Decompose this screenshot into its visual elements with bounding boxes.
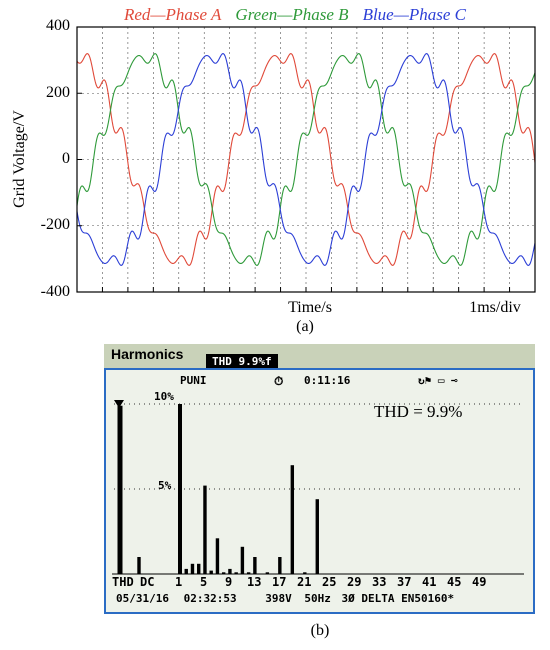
x-tick-label: 29	[347, 575, 362, 589]
x-axis-label: Time/s	[288, 299, 332, 316]
harmonic-bar-7	[215, 538, 220, 574]
y-tick-label: -400	[40, 283, 70, 300]
footer-voltage: 398V	[265, 592, 292, 605]
x-tick-label: 1	[175, 575, 183, 589]
harmonic-bar-8	[221, 572, 226, 574]
x-tick-label: 37	[397, 575, 412, 589]
figure-caption-b: (b)	[310, 622, 330, 639]
x-tick-label: 17	[272, 575, 287, 589]
x-tick-label: 45	[447, 575, 462, 589]
y-tick-label: 5%	[158, 479, 172, 492]
footer-frequency: 50Hz	[304, 592, 331, 605]
harmonic-bar-17	[278, 557, 282, 574]
footer-phase: 3Ø	[341, 592, 355, 605]
y-tick-label: 200	[46, 84, 70, 101]
x-tick-label: DC	[140, 575, 155, 589]
figure-caption-a: (a)	[296, 318, 314, 335]
x-tick-label: 25	[322, 575, 337, 589]
harmonics-bar-chart	[112, 400, 524, 575]
harmonic-bar-10	[234, 572, 238, 574]
harmonic-bar-1	[178, 404, 182, 574]
chart-series	[76, 53, 536, 266]
legend-item-phase-a: Red—Phase A	[124, 5, 222, 24]
harmonic-bar-23	[315, 499, 319, 574]
y-tick-label: 10%	[154, 390, 174, 403]
harmonic-bar-13	[253, 557, 257, 574]
harmonic-bar-15	[265, 572, 270, 574]
clock-icon: ⏱	[274, 374, 284, 388]
harmonic-bar-2	[184, 568, 188, 574]
y-tick-label: 400	[46, 17, 70, 34]
series-line-phase-a	[76, 53, 536, 266]
x-tick-label: 33	[372, 575, 387, 589]
meter-header: Harmonics THD 9.9%f	[104, 344, 535, 370]
chart-grid	[77, 27, 535, 292]
x-scale-label: 1ms/div	[469, 299, 521, 316]
elapsed-timer: 0:11:16	[304, 374, 351, 387]
x-tick-label: 21	[297, 575, 312, 589]
legend-item-phase-b: Green—Phase B	[235, 5, 349, 24]
mode-label: PUNI	[180, 374, 207, 387]
harmonic-bar-5	[203, 485, 207, 574]
axis-ticks	[77, 26, 511, 293]
harmonics-meter-display: Harmonics THD 9.9%f PUNI ⏱ 0:11:16 ↻⚑ ▭ …	[104, 344, 535, 614]
harmonic-bar-THD	[117, 405, 123, 574]
harmonic-bar-4	[197, 563, 201, 574]
footer-date: 05/31/16	[116, 592, 169, 605]
harmonic-bar-19	[290, 465, 295, 574]
chart-grid	[114, 403, 524, 490]
harmonic-bar-DC	[137, 557, 141, 574]
harmonic-bar-9	[228, 568, 232, 574]
footer-standard: EN50160*	[401, 592, 455, 605]
legend-item-phase-c: Blue—Phase C	[362, 5, 466, 24]
cursor-marker-icon	[114, 400, 124, 408]
meter-title: Harmonics	[111, 346, 184, 362]
thd-annotation: THD = 9.9%	[374, 402, 463, 421]
series-line-phase-b	[76, 53, 536, 266]
series-line-phase-c	[76, 53, 536, 266]
chart-bars	[117, 404, 319, 574]
x-tick-label: 9	[225, 575, 233, 589]
x-tick-label: THD	[112, 575, 134, 589]
y-axis-label: Grid Voltage/V	[11, 110, 28, 208]
footer-time: 02:32:53	[183, 592, 237, 605]
x-tick-label: 5	[200, 575, 208, 589]
x-tick-label: 49	[472, 575, 487, 589]
y-tick-label: -200	[40, 216, 70, 233]
footer-config: DELTA	[361, 592, 395, 605]
x-tick-label: 41	[422, 575, 437, 589]
harmonic-bar-21	[303, 572, 307, 574]
status-icons: ↻⚑ ▭ ⊸	[418, 374, 458, 387]
meter-screen: PUNI ⏱ 0:11:16 ↻⚑ ▭ ⊸ 10% 5% THD = 9.9% …	[104, 368, 535, 614]
harmonic-bar-12	[246, 572, 251, 574]
harmonic-bar-11	[240, 546, 245, 574]
meter-footer: 05/31/16 02:32:53 398V 50Hz 3Ø DELTA EN5…	[116, 592, 454, 605]
y-tick-label: 0	[62, 150, 70, 167]
harmonic-bar-3	[190, 563, 195, 574]
x-tick-label: 13	[247, 575, 262, 589]
chart-legend: Red—Phase A Green—Phase B Blue—Phase C	[124, 5, 466, 25]
harmonic-bar-6	[209, 570, 213, 574]
thd-readout-chip: THD 9.9%f	[206, 354, 278, 370]
waveform-chart	[76, 26, 536, 293]
